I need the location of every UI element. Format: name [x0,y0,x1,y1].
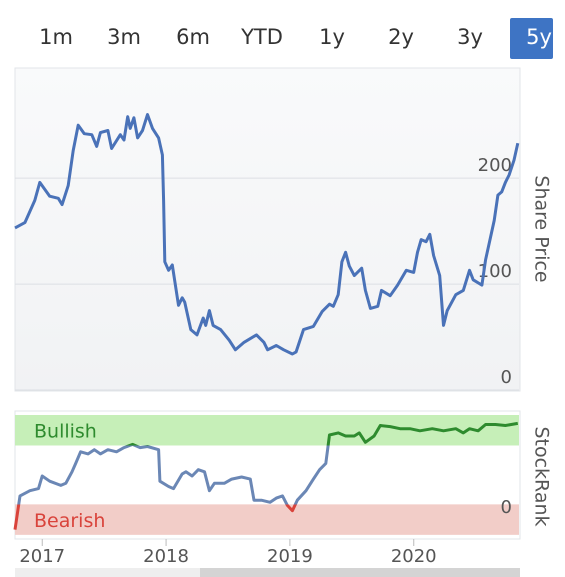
band-label: Bullish [34,421,97,443]
y-axis-title: Share Price [531,175,553,282]
range-button-label: 5y [526,25,552,49]
x-tick-label: 2019 [267,546,313,567]
price-plot-area [14,67,521,392]
y-axis-title: StockRank [531,426,553,526]
range-button-label: 2y [388,25,414,49]
rank-band [15,504,519,535]
range-button-label: 3m [107,25,141,49]
scrollbar-thumb[interactable] [200,568,520,577]
range-button[interactable]: 6m [176,25,210,49]
price-line [14,113,520,356]
y-tick-label: 100 [478,261,512,282]
x-tick-label: 2020 [391,546,437,567]
band-label: Bearish [34,510,105,532]
y-tick-label: 0 [501,367,512,388]
x-tick-label: 2018 [143,546,189,567]
range-button[interactable]: 1y [319,25,345,49]
range-button[interactable]: 3m [107,25,141,49]
x-tick-label: 2017 [19,546,65,567]
range-button[interactable]: 5y [510,18,553,59]
range-button-label: YTD [240,25,283,49]
range-button[interactable]: 2y [388,25,414,49]
range-button[interactable]: 1m [39,25,73,49]
range-button[interactable]: YTD [240,25,283,49]
y-tick-label: 0 [501,497,512,518]
range-button-label: 1m [39,25,73,49]
stockrank-line [13,421,519,530]
y-tick-label: 200 [478,155,512,176]
range-button-selected-bg [510,18,553,59]
range-button[interactable]: 3y [457,25,483,49]
range-button-label: 3y [457,25,483,49]
range-button-label: 6m [176,25,210,49]
range-button-label: 1y [319,25,345,49]
